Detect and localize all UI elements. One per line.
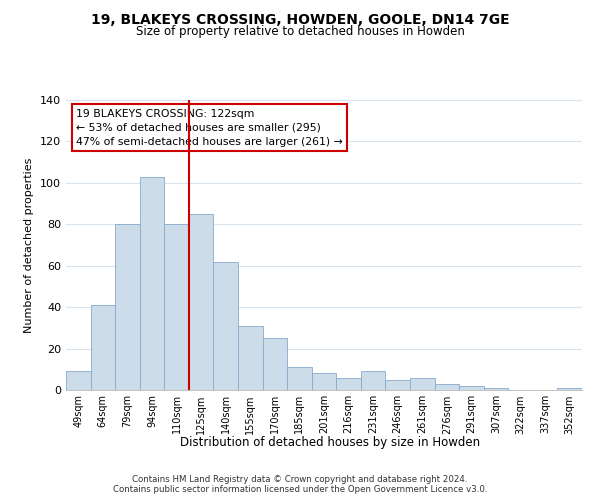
Y-axis label: Number of detached properties: Number of detached properties (25, 158, 34, 332)
Bar (459, 386, 484, 390)
Bar (115, 224, 140, 390)
Bar (214, 262, 238, 390)
Bar (410, 378, 434, 390)
Bar (164, 224, 189, 390)
Bar (484, 388, 508, 390)
Bar (385, 380, 410, 390)
Text: Contains HM Land Registry data © Crown copyright and database right 2024.: Contains HM Land Registry data © Crown c… (132, 476, 468, 484)
Bar (189, 214, 214, 390)
Bar (263, 338, 287, 390)
Bar (287, 367, 312, 390)
Bar (434, 384, 459, 390)
Bar (66, 372, 91, 390)
Bar (140, 176, 164, 390)
Text: 19, BLAKEYS CROSSING, HOWDEN, GOOLE, DN14 7GE: 19, BLAKEYS CROSSING, HOWDEN, GOOLE, DN1… (91, 12, 509, 26)
Text: Size of property relative to detached houses in Howden: Size of property relative to detached ho… (136, 25, 464, 38)
Text: Distribution of detached houses by size in Howden: Distribution of detached houses by size … (180, 436, 480, 449)
Bar (557, 388, 582, 390)
Bar (238, 326, 263, 390)
Text: 19 BLAKEYS CROSSING: 122sqm
← 53% of detached houses are smaller (295)
47% of se: 19 BLAKEYS CROSSING: 122sqm ← 53% of det… (76, 108, 343, 146)
Text: Contains public sector information licensed under the Open Government Licence v3: Contains public sector information licen… (113, 484, 487, 494)
Bar (361, 372, 385, 390)
Bar (336, 378, 361, 390)
Bar (91, 305, 115, 390)
Bar (312, 374, 336, 390)
